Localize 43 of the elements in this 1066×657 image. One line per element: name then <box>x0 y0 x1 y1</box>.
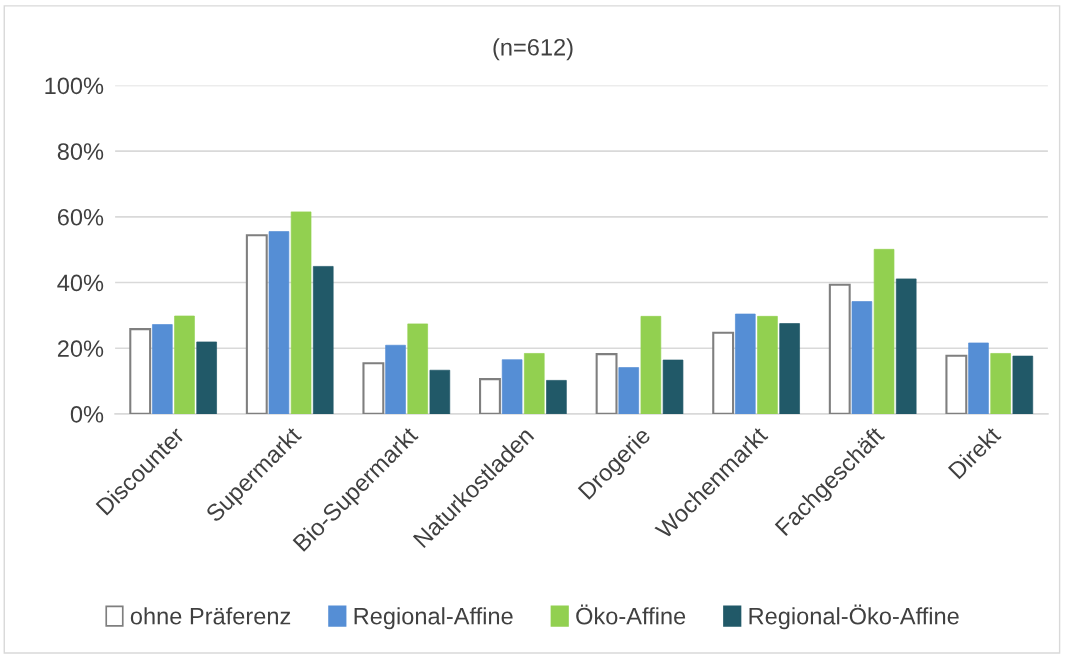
legend-label: ohne Präferenz <box>130 607 291 625</box>
bar <box>501 359 523 414</box>
bar <box>429 369 451 414</box>
bar <box>546 380 567 414</box>
bar <box>990 353 1011 414</box>
chart-title: (n=612) <box>493 38 573 61</box>
bar <box>712 331 735 414</box>
y-tick-label: 100% <box>45 77 104 95</box>
bar <box>174 315 195 414</box>
bar <box>779 323 800 414</box>
y-tick-label: 20% <box>57 340 104 357</box>
bar <box>479 378 501 414</box>
bar <box>290 211 312 414</box>
bar <box>618 367 639 414</box>
bar <box>268 231 290 414</box>
bar <box>735 313 756 414</box>
bar <box>828 283 851 414</box>
bar <box>152 324 173 414</box>
bar <box>968 342 989 414</box>
bar <box>524 353 545 414</box>
bar <box>407 323 428 414</box>
y-tick-label: 80% <box>57 143 104 160</box>
bar <box>640 316 662 414</box>
bar <box>595 353 618 414</box>
bar <box>757 316 778 414</box>
y-tick-label: 40% <box>57 274 104 292</box>
bar <box>196 341 217 414</box>
bar <box>851 301 873 414</box>
y-tick-label: 0% <box>70 405 104 423</box>
bar <box>362 362 385 414</box>
bar <box>873 248 895 414</box>
bar <box>312 266 334 414</box>
bar <box>129 328 152 414</box>
bar <box>1012 355 1034 414</box>
bar <box>945 354 968 414</box>
bar <box>245 234 268 414</box>
bar <box>385 344 406 414</box>
y-tick-label: 60% <box>57 208 104 226</box>
bar <box>895 278 917 414</box>
legend-label: Regional-Öko-Affine <box>749 604 959 630</box>
bar <box>662 359 684 414</box>
legend-label: Regional-Affine <box>354 607 513 630</box>
legend-label: Öko-Affine <box>576 604 686 625</box>
